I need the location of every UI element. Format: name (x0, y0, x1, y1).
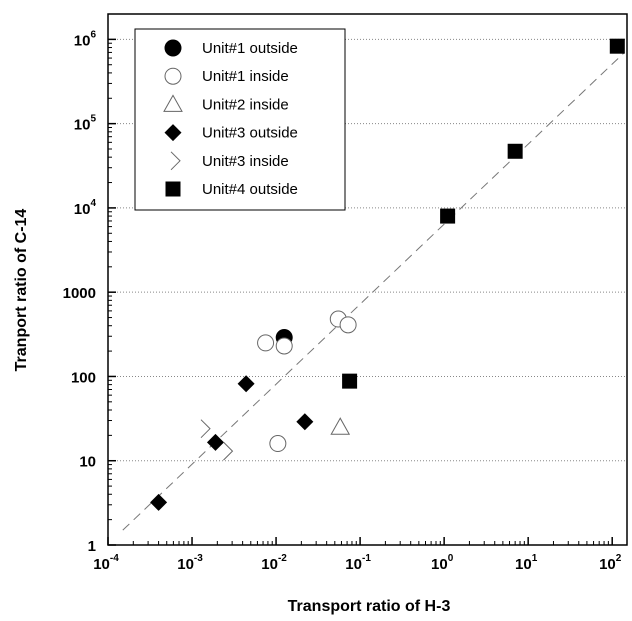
legend-label: Unit#1 inside (202, 68, 289, 85)
data-point (440, 208, 456, 224)
legend-marker (164, 124, 182, 142)
legend-marker (170, 151, 181, 171)
y-tick-label: 105 (74, 114, 97, 134)
x-tick-label: 10-1 (345, 553, 371, 573)
data-point (237, 375, 255, 393)
data-point (257, 334, 275, 352)
data-point (296, 413, 314, 431)
y-tick-label: 100 (71, 369, 96, 386)
data-point (342, 373, 358, 389)
data-point (330, 417, 351, 435)
legend-marker (164, 67, 182, 85)
grid-lines (108, 38, 627, 462)
x-tick-label: 101 (515, 553, 538, 573)
data-point (507, 143, 523, 159)
legend-box (134, 28, 346, 211)
y-axis-label: Tranport ratio of C-14 (13, 209, 30, 372)
legend-marker (164, 39, 182, 57)
x-tick-label: 100 (431, 553, 454, 573)
data-point (269, 435, 287, 453)
legend: Unit#1 outside Unit#1 inside Unit#2 inside… (134, 28, 346, 211)
reference-dashed-line (122, 52, 625, 531)
data-point (339, 316, 357, 334)
legend-label: Unit#3 inside (202, 153, 289, 170)
y-tick-label: 106 (74, 29, 97, 49)
data-point (150, 493, 168, 511)
legend-label: Unit#1 outside (202, 40, 298, 57)
legend-label: Unit#4 outside (202, 181, 298, 198)
x-tick-label: 102 (599, 553, 622, 573)
y-tick-label: 10 (79, 454, 96, 471)
legend-marker (163, 94, 183, 112)
y-tick-label: 1000 (63, 285, 96, 302)
x-axis-label: Transport ratio of H-3 (288, 598, 451, 615)
legend-label: Unit#2 inside (202, 96, 289, 113)
data-point (206, 433, 224, 451)
y-tick-label: 104 (74, 198, 97, 218)
legend-label: Unit#3 outside (202, 125, 298, 142)
data-points (150, 38, 625, 511)
data-point (223, 441, 234, 461)
x-tick-label: 10-2 (261, 553, 287, 573)
legend-marker (165, 181, 181, 197)
data-point (200, 419, 211, 439)
plot-frame (107, 13, 628, 546)
data-point (609, 38, 625, 54)
axis-ticks: 10-4 10-3 10-2 10-1 100 101 102 1 10 100 1000 104 10… (63, 29, 622, 573)
y-tick-label: 1 (88, 538, 96, 555)
x-tick-label: 10-4 (93, 553, 119, 573)
x-tick-label: 10-3 (177, 553, 203, 573)
data-point (275, 337, 293, 355)
